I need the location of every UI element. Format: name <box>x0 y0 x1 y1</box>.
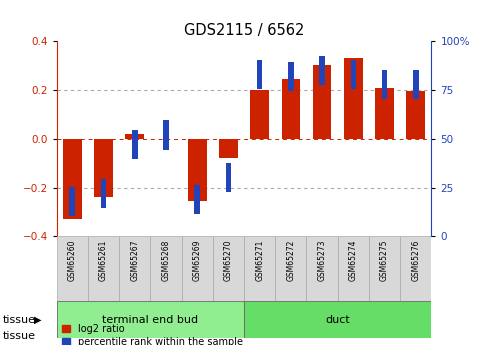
Text: GSM65269: GSM65269 <box>193 239 202 281</box>
Bar <box>319 56 325 85</box>
Text: GSM65267: GSM65267 <box>130 239 139 281</box>
Bar <box>94 139 113 197</box>
Bar <box>413 70 419 99</box>
Text: GSM65271: GSM65271 <box>255 239 264 281</box>
Bar <box>213 236 244 301</box>
Bar <box>250 90 269 139</box>
Text: GDS2115 / 6562: GDS2115 / 6562 <box>184 23 304 38</box>
Bar <box>406 91 425 139</box>
Text: GSM65274: GSM65274 <box>349 239 358 281</box>
Bar <box>375 88 394 139</box>
Bar <box>57 236 88 301</box>
Bar <box>226 163 231 193</box>
Bar <box>338 236 369 301</box>
Bar <box>163 120 169 150</box>
Bar <box>282 79 300 139</box>
Bar <box>119 236 150 301</box>
Bar <box>181 236 213 301</box>
Text: GSM65270: GSM65270 <box>224 239 233 281</box>
Bar <box>344 58 363 139</box>
Bar <box>288 62 294 91</box>
Bar <box>257 60 262 89</box>
Bar <box>219 139 238 158</box>
Bar <box>150 236 181 301</box>
Bar <box>369 236 400 301</box>
Text: GSM65268: GSM65268 <box>162 239 171 281</box>
Bar <box>400 236 431 301</box>
Text: duct: duct <box>325 315 350 325</box>
Bar <box>244 301 431 338</box>
Bar <box>188 139 207 201</box>
Text: tissue: tissue <box>2 331 35 341</box>
Bar <box>275 236 307 301</box>
Bar <box>63 139 82 219</box>
Bar <box>351 60 356 89</box>
Bar <box>101 179 106 208</box>
Bar <box>70 187 75 216</box>
Bar <box>57 301 244 338</box>
Text: GSM65261: GSM65261 <box>99 239 108 281</box>
Text: GSM65276: GSM65276 <box>411 239 420 281</box>
Bar <box>132 130 138 159</box>
Bar <box>382 70 387 99</box>
Text: GSM65272: GSM65272 <box>286 239 295 281</box>
Text: GSM65275: GSM65275 <box>380 239 389 281</box>
Text: GSM65260: GSM65260 <box>68 239 77 281</box>
Bar <box>125 134 144 139</box>
Bar <box>88 236 119 301</box>
Text: terminal end bud: terminal end bud <box>103 315 198 325</box>
Legend: log2 ratio, percentile rank within the sample: log2 ratio, percentile rank within the s… <box>62 324 243 345</box>
Bar <box>313 65 331 139</box>
Text: ▶: ▶ <box>34 315 41 325</box>
Bar <box>307 236 338 301</box>
Bar <box>244 236 275 301</box>
Text: GSM65273: GSM65273 <box>317 239 326 281</box>
Text: tissue: tissue <box>2 315 35 325</box>
Bar <box>194 185 200 214</box>
